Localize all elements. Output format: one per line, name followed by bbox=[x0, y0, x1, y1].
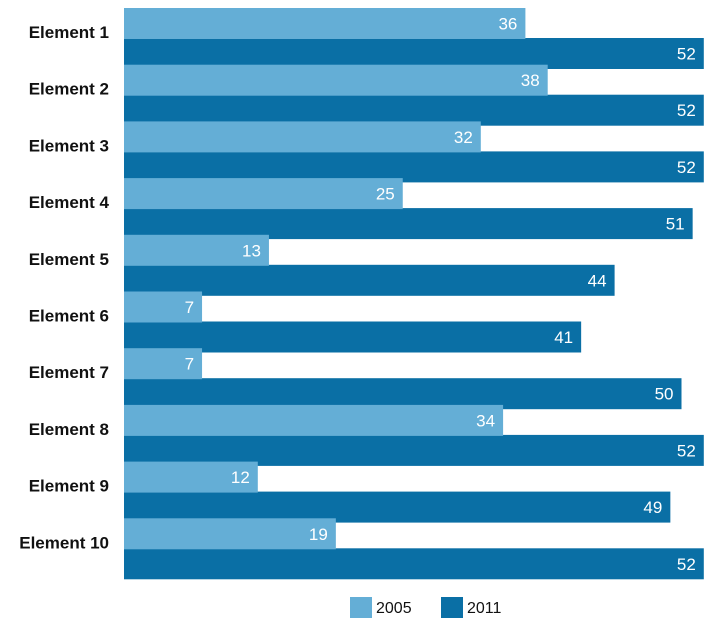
value-label-2011-element-2: 52 bbox=[677, 101, 696, 120]
bar-2011-element-7 bbox=[124, 378, 682, 410]
category-label-element-4: Element 4 bbox=[29, 193, 110, 212]
bar-2005-element-7 bbox=[124, 348, 203, 380]
value-label-2005-element-10: 19 bbox=[309, 525, 328, 544]
value-label-2005-element-9: 12 bbox=[231, 468, 250, 487]
bar-2011-element-4 bbox=[124, 208, 693, 240]
value-label-2005-element-5: 13 bbox=[242, 241, 261, 260]
category-label-element-8: Element 8 bbox=[29, 420, 109, 439]
legend-swatch-2005 bbox=[350, 597, 372, 618]
value-label-2005-element-2: 38 bbox=[521, 71, 540, 90]
value-label-2005-element-1: 36 bbox=[498, 15, 517, 34]
bar-2011-element-9 bbox=[124, 491, 671, 523]
legend-label-2005: 2005 bbox=[376, 600, 412, 617]
legend: 2005 2011 bbox=[350, 597, 502, 618]
category-label-element-3: Element 3 bbox=[29, 136, 109, 155]
value-label-2011-element-8: 52 bbox=[677, 441, 696, 460]
bar-2005-element-5 bbox=[124, 234, 269, 266]
value-label-2005-element-7: 7 bbox=[185, 355, 194, 374]
value-label-2005-element-8: 34 bbox=[476, 411, 495, 430]
bar-2005-element-2 bbox=[124, 64, 548, 96]
category-label-element-2: Element 2 bbox=[29, 80, 109, 99]
bar-2005-element-4 bbox=[124, 178, 403, 210]
value-label-2005-element-4: 25 bbox=[376, 185, 395, 204]
bar-2011-element-2 bbox=[124, 94, 704, 126]
legend-swatch-2011 bbox=[441, 597, 463, 618]
bar-2005-element-8 bbox=[124, 404, 504, 436]
value-label-2005-element-3: 32 bbox=[454, 128, 473, 147]
legend-label-2011: 2011 bbox=[467, 600, 502, 617]
category-label-element-1: Element 1 bbox=[29, 23, 109, 42]
bar-2005-element-10 bbox=[124, 518, 336, 550]
category-label-element-9: Element 9 bbox=[29, 477, 109, 496]
bar-2005-element-9 bbox=[124, 461, 258, 493]
labels-layer: 52 36 Element 1 52 38 Element 2 52 32 Element 3 5… bbox=[19, 15, 696, 574]
category-label-element-5: Element 5 bbox=[29, 250, 109, 269]
category-label-element-6: Element 6 bbox=[29, 307, 109, 326]
value-label-2011-element-9: 49 bbox=[643, 498, 662, 517]
category-label-element-7: Element 7 bbox=[29, 363, 109, 382]
value-label-2011-element-5: 44 bbox=[588, 271, 607, 290]
bar-2011-element-3 bbox=[124, 151, 704, 183]
value-label-2011-element-6: 41 bbox=[554, 328, 573, 347]
value-label-2011-element-3: 52 bbox=[677, 158, 696, 177]
value-label-2011-element-4: 51 bbox=[666, 215, 685, 234]
bar-2005-element-1 bbox=[124, 8, 526, 39]
bar-2005-element-6 bbox=[124, 291, 203, 323]
bar-2011-element-1 bbox=[124, 38, 704, 69]
bars-layer bbox=[124, 8, 704, 580]
value-label-2011-element-1: 52 bbox=[677, 45, 696, 64]
bar-2011-element-8 bbox=[124, 434, 704, 466]
bar-2011-element-6 bbox=[124, 321, 582, 353]
value-label-2011-element-10: 52 bbox=[677, 555, 696, 574]
bar-2005-element-3 bbox=[124, 121, 481, 153]
bar-2011-element-10 bbox=[124, 548, 704, 580]
bar-2011-element-5 bbox=[124, 264, 615, 296]
value-label-2011-element-7: 50 bbox=[655, 385, 674, 404]
value-label-2005-element-6: 7 bbox=[185, 298, 194, 317]
category-label-element-10: Element 10 bbox=[19, 533, 109, 552]
